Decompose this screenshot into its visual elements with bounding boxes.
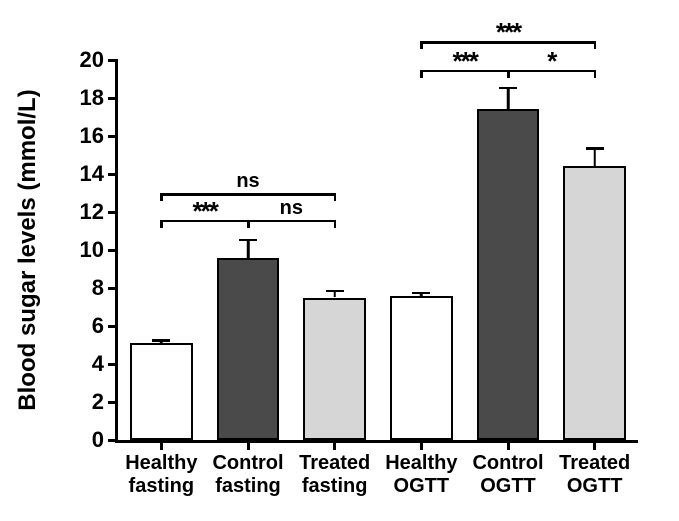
x-category-label: TreatedOGTT — [559, 440, 630, 498]
significance-bracket-drop — [334, 193, 337, 201]
significance-bracket-drop — [594, 41, 597, 49]
bar — [390, 296, 452, 440]
y-tick-label: 8 — [92, 275, 118, 301]
y-tick-label: 2 — [92, 389, 118, 415]
significance-label: *** — [496, 17, 520, 48]
significance-bracket-drop — [420, 41, 423, 49]
significance-label: ns — [280, 197, 303, 220]
error-cap — [412, 292, 430, 295]
error-cap — [326, 290, 344, 293]
y-tick-label: 14 — [80, 161, 118, 187]
bar — [477, 109, 539, 440]
bar — [563, 166, 625, 440]
error-cap — [499, 87, 517, 90]
significance-bracket-drop — [507, 70, 510, 78]
y-tick-label: 16 — [80, 123, 118, 149]
y-tick-label: 0 — [92, 427, 118, 453]
y-tick-label: 20 — [80, 47, 118, 73]
error-cap — [152, 339, 170, 342]
y-tick-label: 6 — [92, 313, 118, 339]
x-category-label: ControlOGTT — [472, 440, 543, 498]
significance-bracket — [161, 193, 334, 196]
y-axis-label: Blood sugar levels (mmol/L) — [14, 89, 42, 410]
x-category-label: Treatedfasting — [299, 440, 370, 498]
x-category-label: HealthyOGTT — [385, 440, 457, 498]
significance-bracket-drop — [160, 193, 163, 201]
blood-sugar-bar-chart: 0 2 4 6 8 10 12 14 16 18 20 Healthyfasting Controlfa… — [0, 0, 679, 521]
error-bar — [507, 88, 510, 110]
x-category-label: Healthyfasting — [125, 440, 197, 498]
y-tick-label: 10 — [80, 237, 118, 263]
x-category-label: Controlfasting — [212, 440, 283, 498]
error-cap — [239, 239, 257, 242]
significance-bracket — [248, 220, 335, 223]
significance-label: *** — [452, 46, 476, 77]
significance-label: * — [547, 46, 555, 77]
significance-bracket-drop — [334, 220, 337, 228]
bar — [217, 258, 279, 440]
error-cap — [586, 147, 604, 150]
significance-bracket-drop — [420, 70, 423, 78]
significance-label: *** — [192, 196, 216, 227]
significance-label: ns — [236, 170, 259, 193]
error-bar — [593, 148, 596, 166]
y-tick-label: 4 — [92, 351, 118, 377]
plot-area: 02468101214161820HealthyfastingControlfa… — [115, 60, 638, 443]
bar — [303, 298, 365, 441]
significance-bracket-drop — [594, 70, 597, 78]
bar — [130, 343, 192, 440]
significance-bracket-drop — [247, 220, 250, 228]
y-tick-label: 12 — [80, 199, 118, 225]
y-tick-label: 18 — [80, 85, 118, 111]
significance-bracket-drop — [160, 220, 163, 228]
error-bar — [247, 240, 250, 258]
